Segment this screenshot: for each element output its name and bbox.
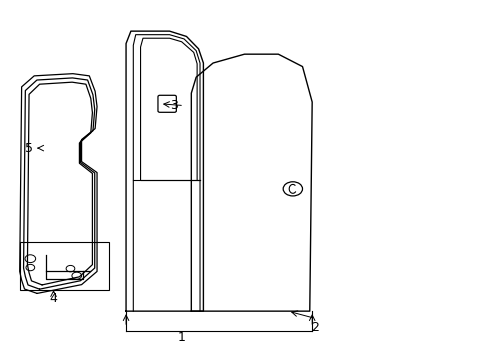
Text: 3: 3 [170,99,178,112]
Text: 1: 1 [177,331,185,344]
Text: 5: 5 [25,141,33,154]
Text: 2: 2 [310,321,318,334]
Bar [20,242,109,290]
Text: 4: 4 [49,292,58,305]
